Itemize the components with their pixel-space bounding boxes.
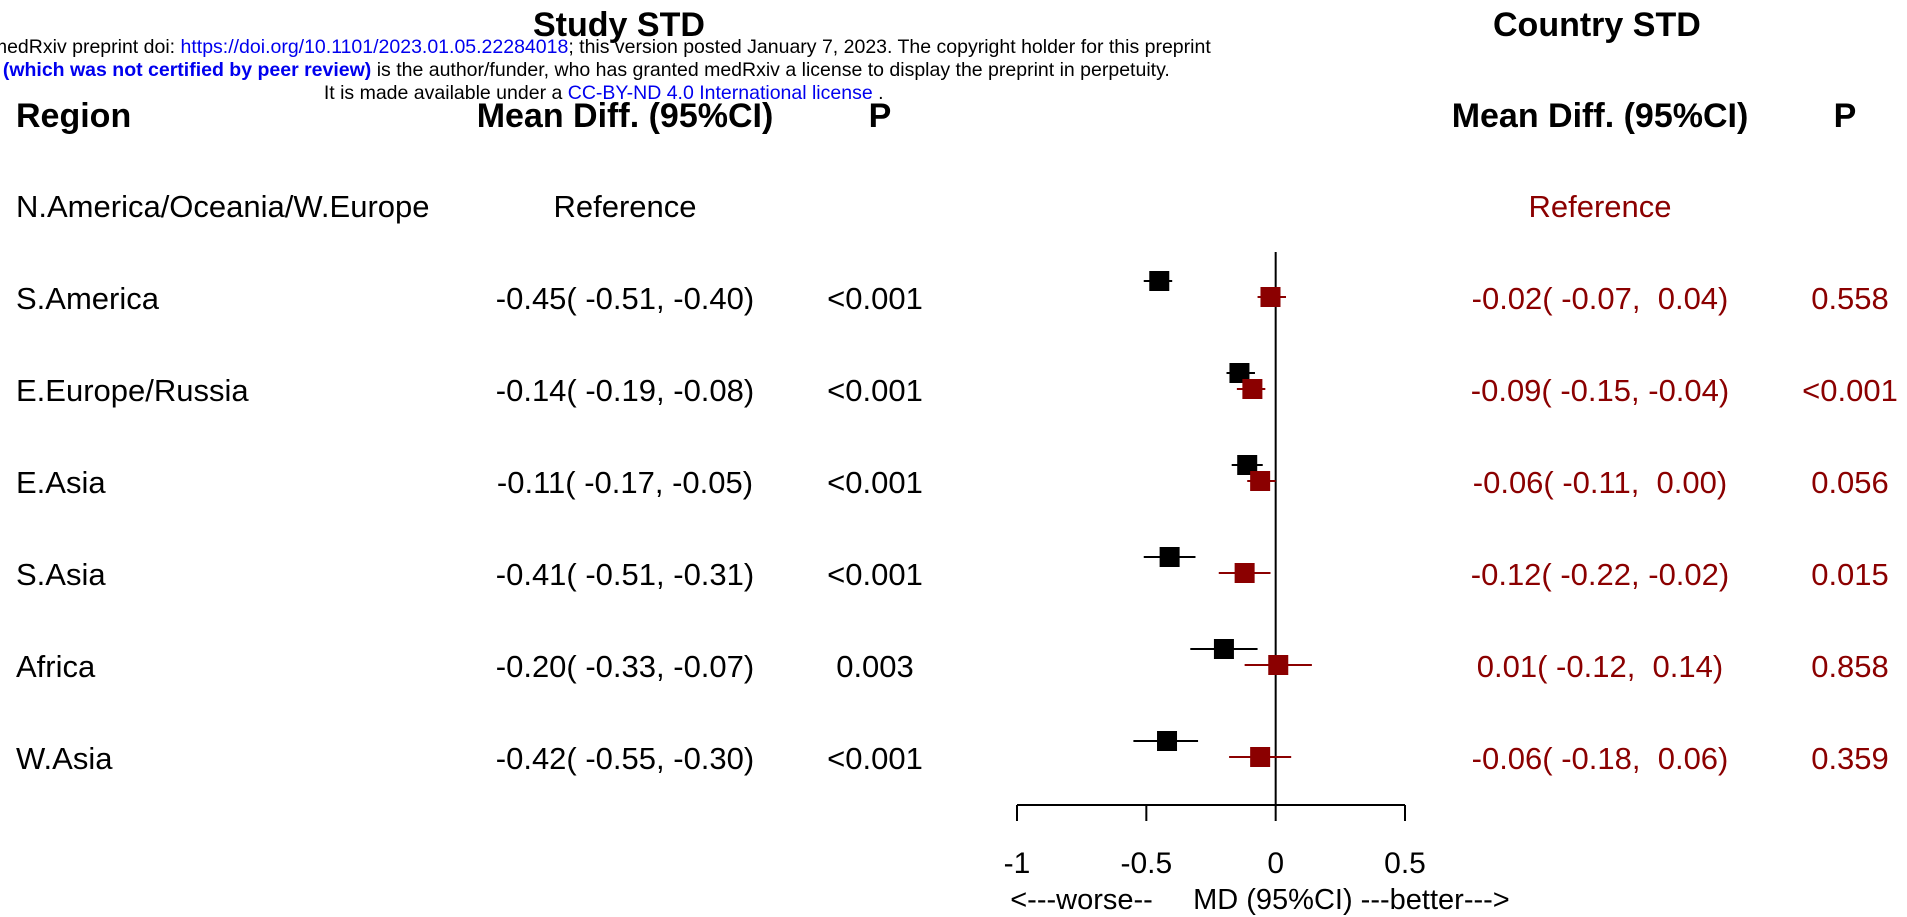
region-label: E.Asia [16, 465, 106, 500]
point-estimate-country [1268, 655, 1289, 675]
point-estimate-country [1260, 287, 1281, 307]
x-axis-label: <---worse-- MD (95%CI) ---better---> [1010, 884, 1510, 916]
country-ci: -0.12( -0.22, -0.02) [1470, 557, 1730, 592]
header-p-country: P [1833, 97, 1857, 135]
country-p: <0.001 [1802, 373, 1898, 408]
study-ci: -0.14( -0.19, -0.08) [495, 373, 755, 408]
point-estimate-study [1229, 363, 1250, 383]
country-p: 0.056 [1811, 465, 1889, 500]
region-label: S.America [16, 281, 159, 316]
panel-title-country: Country STD [1493, 6, 1701, 44]
point-estimate-country [1242, 379, 1263, 399]
study-p: 0.003 [836, 649, 914, 684]
study-p: <0.001 [827, 741, 923, 776]
study-ci: -0.45( -0.51, -0.40) [495, 281, 755, 316]
country-p: 0.858 [1811, 649, 1889, 684]
banner-suffix: ; this version posted January 7, 2023. T… [568, 36, 1211, 58]
point-estimate-study [1157, 731, 1178, 751]
point-estimate-country [1250, 471, 1271, 491]
country-p: 0.359 [1811, 741, 1889, 776]
study-p: <0.001 [827, 281, 923, 316]
license-prefix: It is made available under a [323, 82, 568, 104]
point-estimate-study [1159, 547, 1180, 567]
region-label: E.Europe/Russia [16, 373, 249, 408]
study-ci: -0.11( -0.17, -0.05) [496, 465, 754, 500]
banner-prefix: medRxiv preprint doi: [0, 36, 181, 58]
header-mean-diff-country: Mean Diff. (95%CI) [1451, 97, 1749, 135]
point-estimate-study [1149, 271, 1170, 291]
country-ci: -0.06( -0.11, 0.00) [1472, 465, 1728, 500]
region-label: S.Asia [16, 557, 106, 592]
country-ci: -0.02( -0.07, 0.04) [1471, 281, 1729, 316]
x-tick-label: -1 [1004, 847, 1031, 880]
country-ci: -0.09( -0.15, -0.04) [1470, 373, 1730, 408]
preprint-banner: medRxiv preprint doi: https://doi.org/10… [0, 14, 1211, 58]
doi-link[interactable]: https://doi.org/10.1101/2023.01.05.22284… [180, 36, 569, 58]
peer-review-notice: (which was not certified by peer review) [2, 59, 372, 81]
country-ci: Reference [1528, 189, 1672, 224]
study-p: <0.001 [827, 557, 923, 592]
region-label: N.America/Oceania/W.Europe [16, 189, 430, 224]
region-label: W.Asia [16, 741, 113, 776]
study-p: <0.001 [827, 373, 923, 408]
header-region: Region [16, 97, 132, 135]
panel-title-study: Study STD [533, 6, 705, 44]
license-link[interactable]: CC-BY-ND 4.0 International license [567, 82, 873, 104]
country-p: 0.015 [1811, 557, 1889, 592]
point-estimate-study [1237, 455, 1258, 475]
x-tick-label: 0.5 [1384, 847, 1426, 880]
point-estimate-country [1250, 747, 1271, 767]
banner-license-text: is the author/funder, who has granted me… [371, 59, 1170, 81]
study-p: <0.001 [827, 465, 923, 500]
x-tick-label: 0 [1267, 847, 1284, 880]
point-estimate-study [1213, 639, 1234, 659]
study-ci: -0.20( -0.33, -0.07) [495, 649, 755, 684]
preprint-banner-line2: (which was not certified by peer review)… [0, 37, 1170, 81]
region-label: Africa [16, 649, 96, 684]
license-suffix: . [872, 82, 884, 104]
country-p: 0.558 [1811, 281, 1889, 316]
study-ci: -0.41( -0.51, -0.31) [495, 557, 755, 592]
country-ci: -0.06( -0.18, 0.06) [1471, 741, 1729, 776]
country-ci: 0.01( -0.12, 0.14) [1476, 649, 1724, 684]
study-ci: -0.42( -0.55, -0.30) [495, 741, 755, 776]
header-p-study: P [868, 97, 892, 135]
x-tick-label: -0.5 [1120, 847, 1172, 880]
preprint-banner-line3: It is made available under a CC-BY-ND 4.… [313, 60, 884, 104]
point-estimate-country [1234, 563, 1255, 583]
header-mean-diff-study: Mean Diff. (95%CI) [476, 97, 774, 135]
study-ci: Reference [553, 189, 697, 224]
